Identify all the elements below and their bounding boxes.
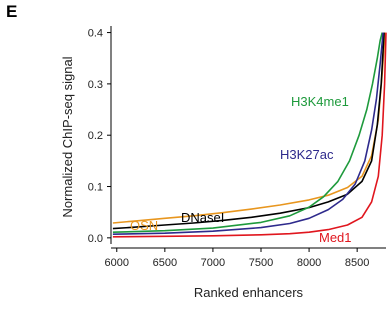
x-tick-label: 8500: [345, 257, 369, 269]
series-labels-layer: OSN DNaseI H3K4me1 H3K27ac Med1: [130, 94, 352, 245]
x-tick-label: 6500: [153, 257, 177, 269]
axes-layer: 0.0 0.1 0.2 0.3 0.4 6000 6500 7000 7500 8000 8500: [88, 26, 386, 269]
x-tick-label: 7500: [249, 257, 273, 269]
series-line-h3k27ac: [112, 32, 384, 235]
series-label-osn: OSN: [130, 218, 158, 233]
y-tick-label: 0.0: [88, 233, 103, 245]
series-layer: [112, 32, 387, 238]
y-axis-title: Normalized ChIP-seq signal: [60, 56, 75, 217]
y-tick-label: 0.3: [88, 79, 103, 91]
series-label-med1: Med1: [319, 230, 352, 245]
series-line-osn: [112, 32, 386, 224]
series-label-h3k27ac: H3K27ac: [280, 147, 334, 162]
panel-label: E: [6, 2, 18, 21]
x-tick-label: 6000: [105, 257, 129, 269]
x-axis-title: Ranked enhancers: [194, 285, 304, 300]
y-tick-label: 0.2: [88, 130, 103, 142]
x-tick-label: 8000: [297, 257, 321, 269]
y-tick-label: 0.4: [88, 28, 103, 40]
series-line-h3k4me1: [112, 32, 383, 233]
y-tick-label: 0.1: [88, 182, 103, 194]
series-label-dnasei: DNaseI: [181, 210, 224, 225]
series-line-med1: [112, 32, 387, 238]
x-tick-label: 7000: [201, 257, 225, 269]
series-label-h3k4me1: H3K4me1: [291, 94, 349, 109]
